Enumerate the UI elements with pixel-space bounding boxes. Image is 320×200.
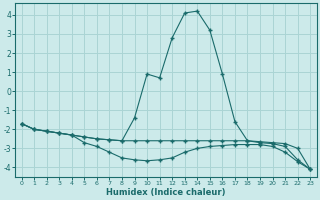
- X-axis label: Humidex (Indice chaleur): Humidex (Indice chaleur): [106, 188, 226, 197]
